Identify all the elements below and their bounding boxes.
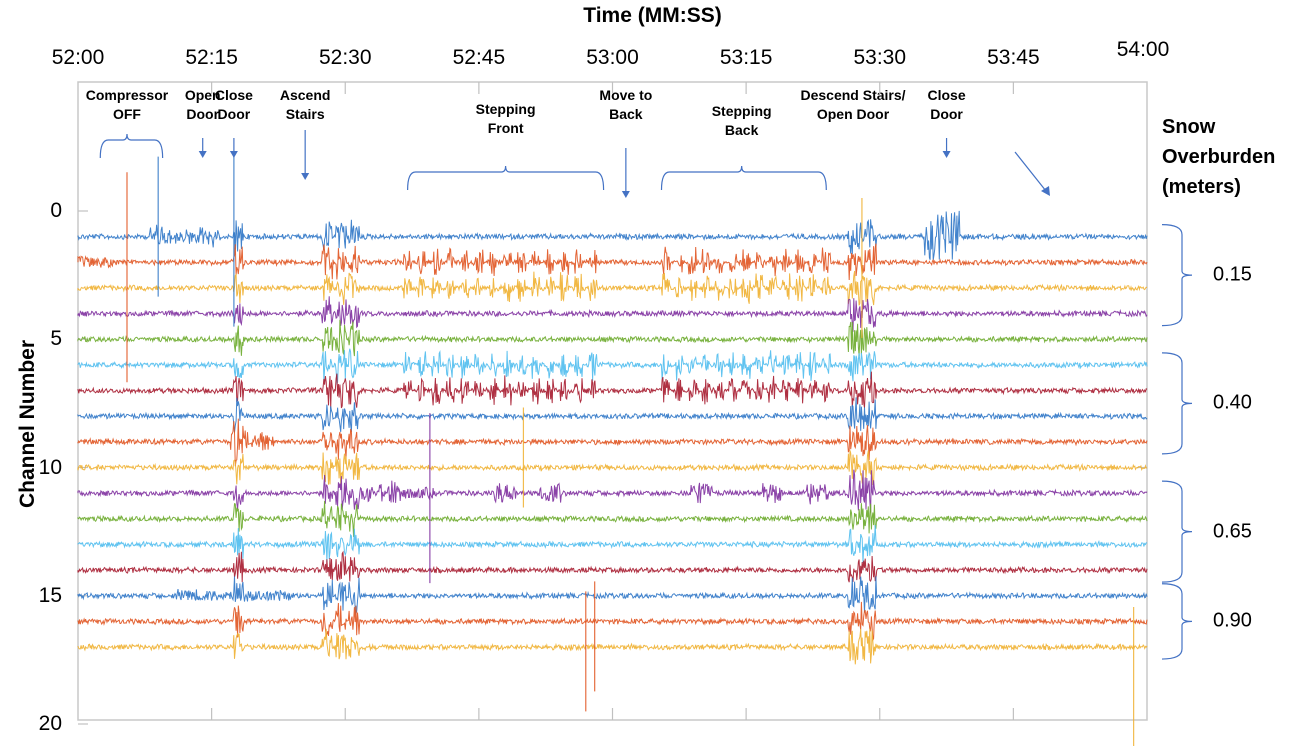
event-label-line: OFF xyxy=(112,106,141,122)
chart-title: Time (MM:SS) xyxy=(583,4,722,27)
x-tick-label: 53:45 xyxy=(987,46,1040,69)
event-label-line: Stepping xyxy=(475,101,536,117)
annotation-bracket xyxy=(407,165,605,191)
trace-channel-13 xyxy=(77,524,1148,564)
trace-channel-6 xyxy=(77,348,1148,386)
trace-channel-11 xyxy=(77,469,1148,513)
event-label-line: Compressor xyxy=(85,87,169,103)
x-tick-label: 52:00 xyxy=(51,46,105,69)
trace-channel-1 xyxy=(77,210,1148,261)
event-label-line: Open Door xyxy=(816,106,890,122)
event-label: Compressor OFF xyxy=(86,86,168,124)
legend-title-line: (meters) xyxy=(1162,176,1241,198)
trace-channel-14 xyxy=(77,550,1148,583)
x-tick-label: 52:15 xyxy=(185,46,238,69)
depth-bracket xyxy=(1161,583,1193,660)
depth-bracket xyxy=(1161,480,1193,583)
annotation-bracket xyxy=(660,165,827,191)
trace-channel-8 xyxy=(77,397,1148,433)
x-tick-label: 53:15 xyxy=(719,46,773,69)
depth-label: 0.15 xyxy=(1213,263,1252,286)
x-tick-label: 52:30 xyxy=(318,46,372,69)
event-label: Ascend Stairs xyxy=(280,86,331,124)
event-label-line: Ascend xyxy=(279,87,331,103)
arrow-down-icon xyxy=(198,151,207,158)
arrow-down-icon xyxy=(942,151,951,158)
annotation-bracket xyxy=(99,133,164,159)
depth-label: 0.40 xyxy=(1213,391,1252,414)
event-label: Close Door xyxy=(928,86,966,124)
event-label-line: Front xyxy=(487,120,524,136)
trace-channel-15 xyxy=(77,576,1148,616)
x-tick-label: 52:45 xyxy=(452,46,506,69)
x-tick-label: 53:30 xyxy=(853,46,907,69)
trace-channel-9 xyxy=(77,418,1148,467)
trace-channel-4 xyxy=(77,296,1148,332)
event-label-line: Door xyxy=(186,106,220,122)
event-label: Stepping Front xyxy=(476,100,536,138)
x-tick-label: 54:00 xyxy=(1116,38,1170,61)
depth-bracket xyxy=(1161,352,1193,455)
event-label-line: Back xyxy=(609,106,643,122)
event-label-line: Close xyxy=(927,87,966,103)
event-label: Close Door xyxy=(215,86,253,124)
event-label-line: Close xyxy=(214,87,253,103)
arrow-down-icon xyxy=(621,191,630,198)
y-tick-label: 0 xyxy=(50,199,62,222)
trace-channel-17 xyxy=(77,628,1148,665)
event-label-line: Stairs xyxy=(285,106,325,122)
trace-channel-3 xyxy=(77,270,1148,306)
y-tick-label: 5 xyxy=(50,327,62,351)
trace-channel-12 xyxy=(77,500,1148,538)
y-tick-label: 15 xyxy=(38,583,62,607)
trace-channel-5 xyxy=(77,319,1148,357)
arrow-down-icon xyxy=(229,151,238,158)
arrow-down-icon xyxy=(301,173,310,180)
depth-bracket xyxy=(1161,224,1193,327)
trace-channel-10 xyxy=(77,450,1148,486)
legend-title-line: Snow xyxy=(1162,116,1216,138)
annotation-arrow-line xyxy=(1014,151,1047,192)
event-label-line: Door xyxy=(930,106,963,122)
legend-title: Snow Overburden (meters) xyxy=(1162,112,1275,202)
legend-title-line: Overburden xyxy=(1162,146,1276,168)
event-label-line: Back xyxy=(724,122,759,138)
depth-label: 0.90 xyxy=(1213,609,1252,632)
arrow-diagonal-icon xyxy=(1041,186,1050,196)
x-tick-label: 53:00 xyxy=(586,46,639,69)
event-label-line: Door xyxy=(217,106,251,122)
event-label-line: Stepping xyxy=(711,103,772,119)
depth-label: 0.65 xyxy=(1213,520,1252,543)
y-tick-label: 20 xyxy=(38,712,62,735)
trace-channel-7 xyxy=(77,371,1148,409)
trace-channel-16 xyxy=(77,601,1148,642)
y-tick-label: 10 xyxy=(38,455,62,479)
event-label: Stepping Back xyxy=(712,102,772,140)
trace-channel-2 xyxy=(77,243,1148,281)
